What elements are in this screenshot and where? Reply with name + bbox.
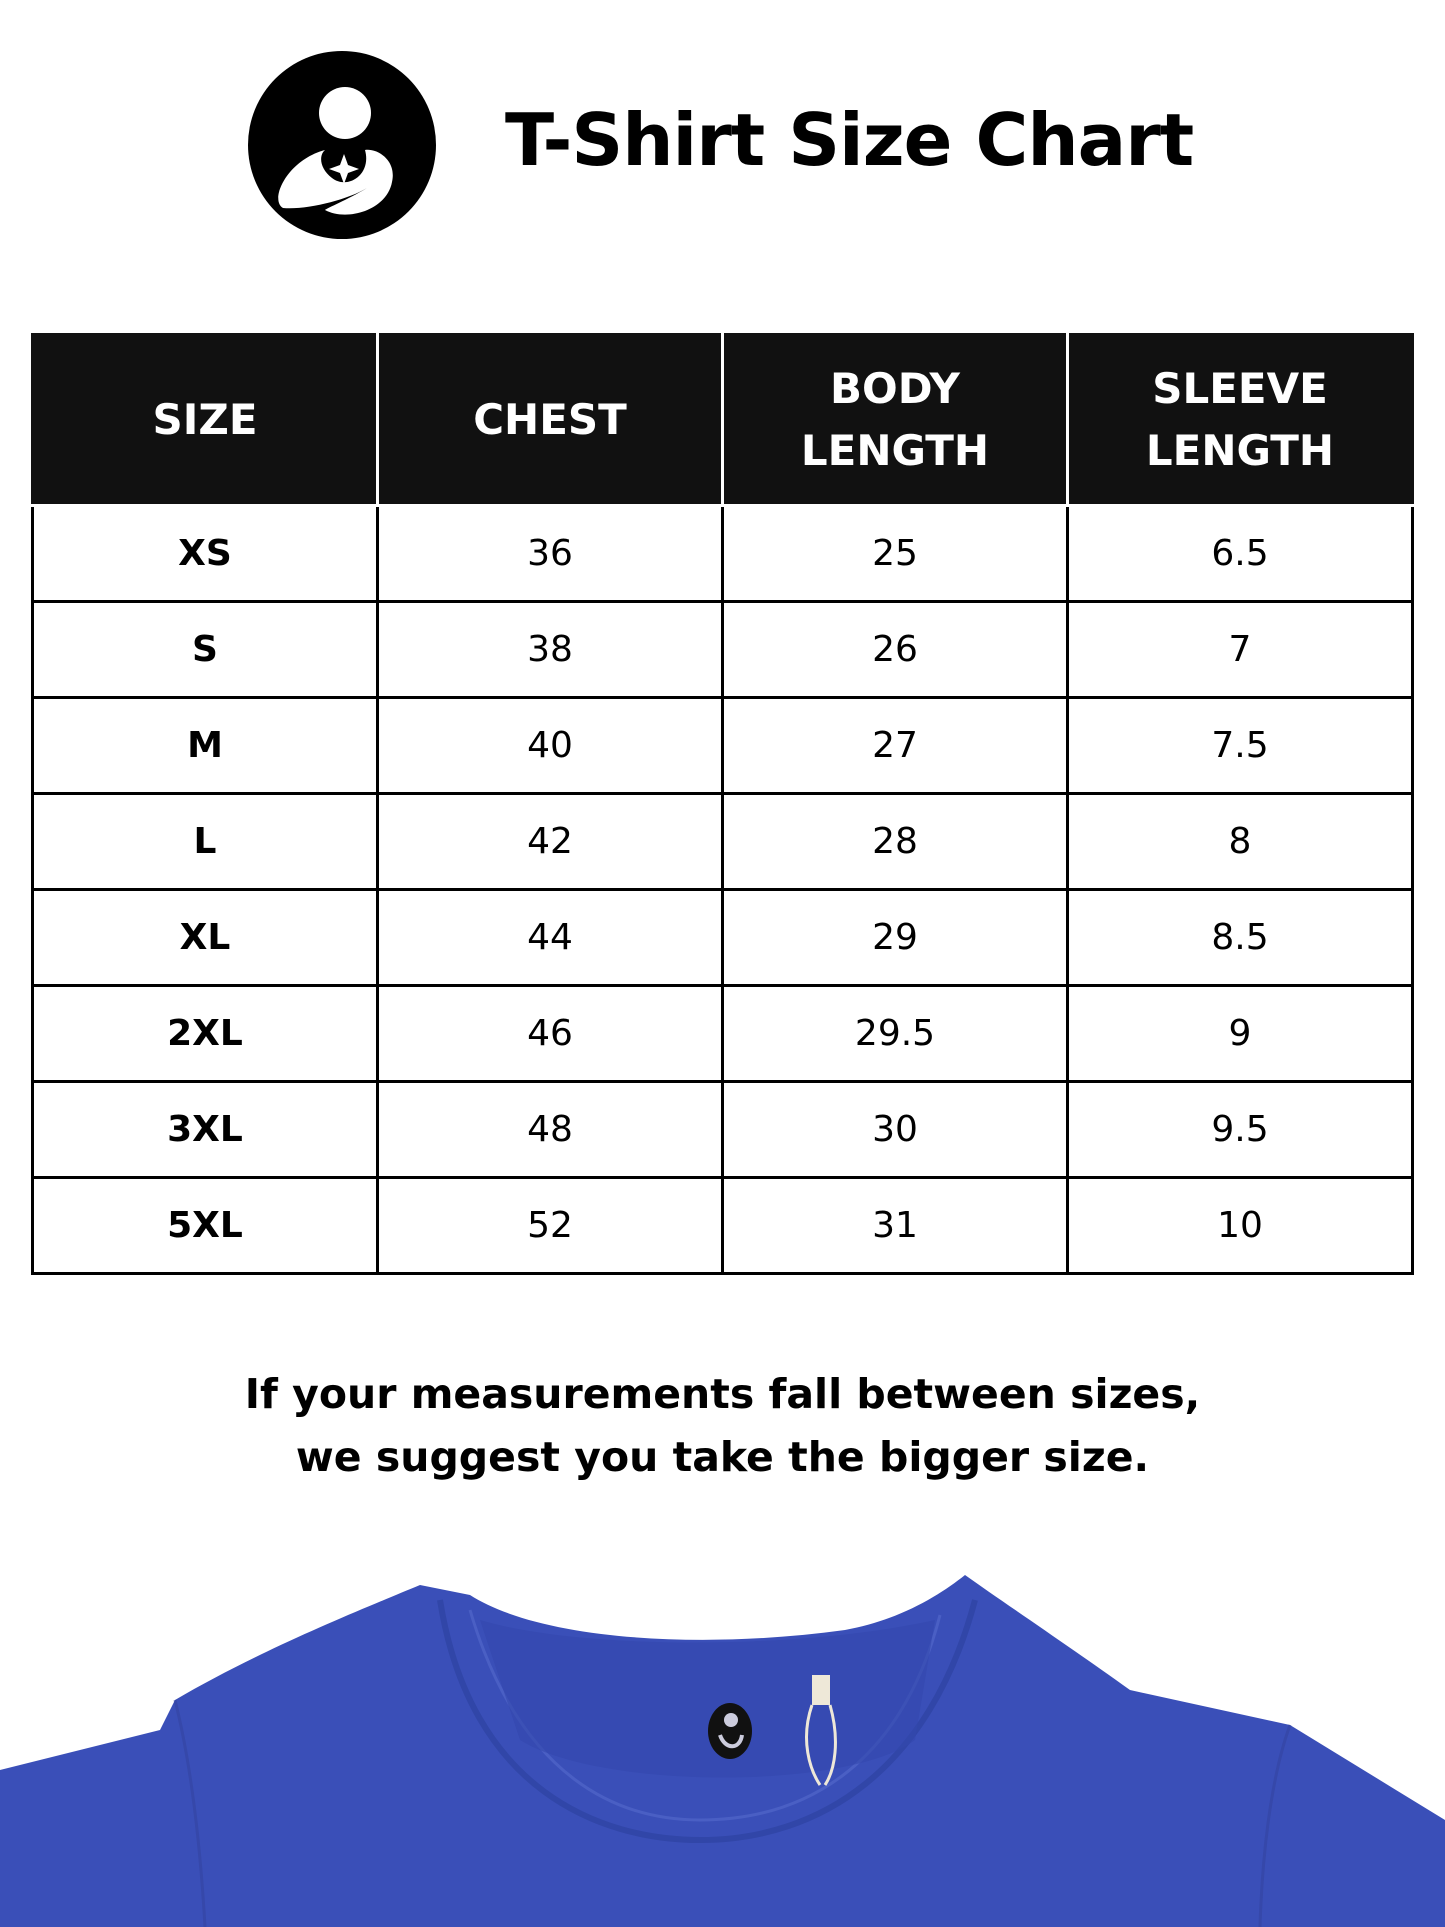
- table-row: XS 36 25 6.5: [31, 504, 1414, 603]
- header-label: SLEEVE LENGTH: [1145, 364, 1335, 475]
- column-header-size: SIZE: [31, 333, 379, 507]
- table-row: S 38 26 7: [31, 600, 1414, 699]
- tshirt-photo: [0, 1575, 1445, 1927]
- cell-sleeve-length: 8.5: [1066, 888, 1414, 987]
- cell-body-length: 27: [721, 696, 1069, 795]
- sizing-note: If your measurements fall between sizes,…: [0, 1363, 1445, 1489]
- cell-sleeve-length: 8: [1066, 792, 1414, 891]
- cell-body-length: 29.5: [721, 984, 1069, 1083]
- cell-chest: 46: [376, 984, 724, 1083]
- cell-sleeve-length: 10: [1066, 1176, 1414, 1275]
- table-row: 5XL 52 31 10: [31, 1176, 1414, 1275]
- cell-size: XS: [31, 504, 379, 603]
- sizing-note-line: If your measurements fall between sizes,: [244, 1370, 1201, 1418]
- column-header-body-length: BODY LENGTH: [721, 333, 1069, 507]
- size-chart-table: SIZE CHEST BODY LENGTH SLEEVE LENGTH XS 36 2…: [31, 333, 1414, 1275]
- cell-sleeve-length: 9: [1066, 984, 1414, 1083]
- cell-size: 5XL: [31, 1176, 379, 1275]
- cell-chest: 48: [376, 1080, 724, 1179]
- cell-size: 3XL: [31, 1080, 379, 1179]
- column-header-chest: CHEST: [376, 333, 724, 507]
- cell-body-length: 28: [721, 792, 1069, 891]
- cell-sleeve-length: 7: [1066, 600, 1414, 699]
- cell-size: M: [31, 696, 379, 795]
- table-header-row: SIZE CHEST BODY LENGTH SLEEVE LENGTH: [31, 333, 1414, 507]
- page-title: T-Shirt Size Chart: [505, 98, 1194, 182]
- cell-sleeve-length: 9.5: [1066, 1080, 1414, 1179]
- header-label: BODY LENGTH: [800, 364, 990, 475]
- cell-size: S: [31, 600, 379, 699]
- cell-chest: 42: [376, 792, 724, 891]
- cell-chest: 40: [376, 696, 724, 795]
- cell-body-length: 25: [721, 504, 1069, 603]
- cell-body-length: 29: [721, 888, 1069, 987]
- column-header-sleeve-length: SLEEVE LENGTH: [1066, 333, 1414, 507]
- cell-size: 2XL: [31, 984, 379, 1083]
- cell-sleeve-length: 7.5: [1066, 696, 1414, 795]
- cell-size: L: [31, 792, 379, 891]
- cell-chest: 36: [376, 504, 724, 603]
- table-row: 3XL 48 30 9.5: [31, 1080, 1414, 1179]
- brand-logo-icon: [248, 51, 436, 239]
- table-row: XL 44 29 8.5: [31, 888, 1414, 987]
- cell-body-length: 26: [721, 600, 1069, 699]
- table-row: 2XL 46 29.5 9: [31, 984, 1414, 1083]
- sizing-note-line: we suggest you take the bigger size.: [295, 1433, 1150, 1481]
- cell-body-length: 31: [721, 1176, 1069, 1275]
- cell-body-length: 30: [721, 1080, 1069, 1179]
- cell-sleeve-length: 6.5: [1066, 504, 1414, 603]
- header-label: CHEST: [473, 395, 627, 444]
- table-row: L 42 28 8: [31, 792, 1414, 891]
- header-label: SIZE: [152, 395, 258, 444]
- cell-size: XL: [31, 888, 379, 987]
- cell-chest: 44: [376, 888, 724, 987]
- cell-chest: 38: [376, 600, 724, 699]
- table-row: M 40 27 7.5: [31, 696, 1414, 795]
- cell-chest: 52: [376, 1176, 724, 1275]
